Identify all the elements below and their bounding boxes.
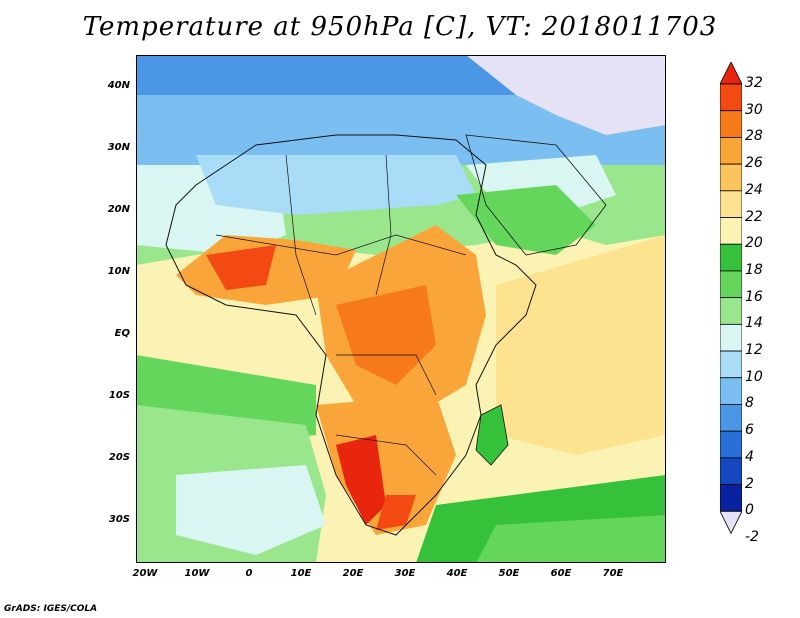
x-tick-label: 10W [184, 568, 210, 579]
colorbar-label: 18 [745, 261, 763, 278]
colorbar-segment [719, 457, 743, 485]
y-tick-label: EQ [114, 328, 130, 339]
colorbar-label: 8 [745, 395, 754, 412]
temperature-map [136, 55, 666, 563]
colorbar-label: 22 [745, 208, 763, 225]
colorbar-segment [719, 350, 743, 379]
colorbar-label: 26 [745, 155, 763, 172]
colorbar-label: 24 [745, 181, 763, 198]
colorbar-segment [719, 190, 743, 218]
colorbar-label: 16 [745, 288, 763, 305]
colorbar-bottom-arrow [719, 510, 743, 535]
colorbar-segment [719, 110, 743, 138]
colorbar-label: 4 [745, 448, 754, 465]
x-tick-label: 10E [290, 568, 312, 579]
y-tick-label: 10N [107, 266, 130, 277]
colorbar-segment [719, 484, 743, 512]
y-tick-label: 10S [108, 390, 130, 401]
y-tick-label: 20N [107, 204, 130, 215]
colorbar-label: 32 [745, 75, 763, 91]
colorbar-label: 20 [745, 235, 763, 252]
x-tick-label: 70E [602, 568, 624, 579]
colorbar-segment [719, 270, 743, 299]
colorbar-segment [719, 83, 743, 112]
x-tick-label: 20E [342, 568, 364, 579]
colorbar-segment [719, 137, 743, 165]
x-tick-label: 40E [446, 568, 468, 579]
colorbar-label: 6 [745, 422, 754, 439]
colorbar-label: 30 [745, 101, 763, 118]
colorbar [719, 61, 743, 564]
footer-credit: GrADS: IGES/COLA [4, 604, 98, 614]
colorbar-label: -2 [745, 529, 759, 545]
colorbar-top-arrow [719, 61, 743, 85]
colorbar-segment [719, 377, 743, 405]
colorbar-label: 12 [745, 342, 763, 359]
colorbar-scale [719, 61, 743, 535]
colorbar-label: 28 [745, 128, 763, 145]
y-tick-label: 30S [108, 514, 130, 525]
colorbar-label: 10 [745, 368, 763, 385]
x-tick-label: 20W [132, 568, 158, 579]
colorbar-segment [719, 297, 743, 325]
y-tick-label: 40N [107, 80, 130, 91]
y-tick-label: 20S [108, 452, 130, 463]
colorbar-label: 0 [745, 502, 754, 519]
colorbar-segment [719, 243, 743, 272]
x-tick-label: 30E [394, 568, 416, 579]
map-title: Temperature at 950hPa [C], VT: 201801170… [82, 12, 718, 42]
x-tick-label: 0 [245, 568, 253, 579]
temperature-field [136, 55, 666, 563]
colorbar-segment [719, 404, 743, 432]
y-tick-label: 30N [107, 142, 130, 153]
colorbar-segment [719, 163, 743, 192]
colorbar-segment [719, 217, 743, 245]
colorbar-label: 2 [745, 475, 754, 492]
x-tick-label: 60E [550, 568, 572, 579]
colorbar-segment [719, 323, 743, 352]
colorbar-segment [719, 430, 743, 459]
colorbar-label: 14 [745, 315, 763, 332]
x-tick-label: 50E [498, 568, 520, 579]
